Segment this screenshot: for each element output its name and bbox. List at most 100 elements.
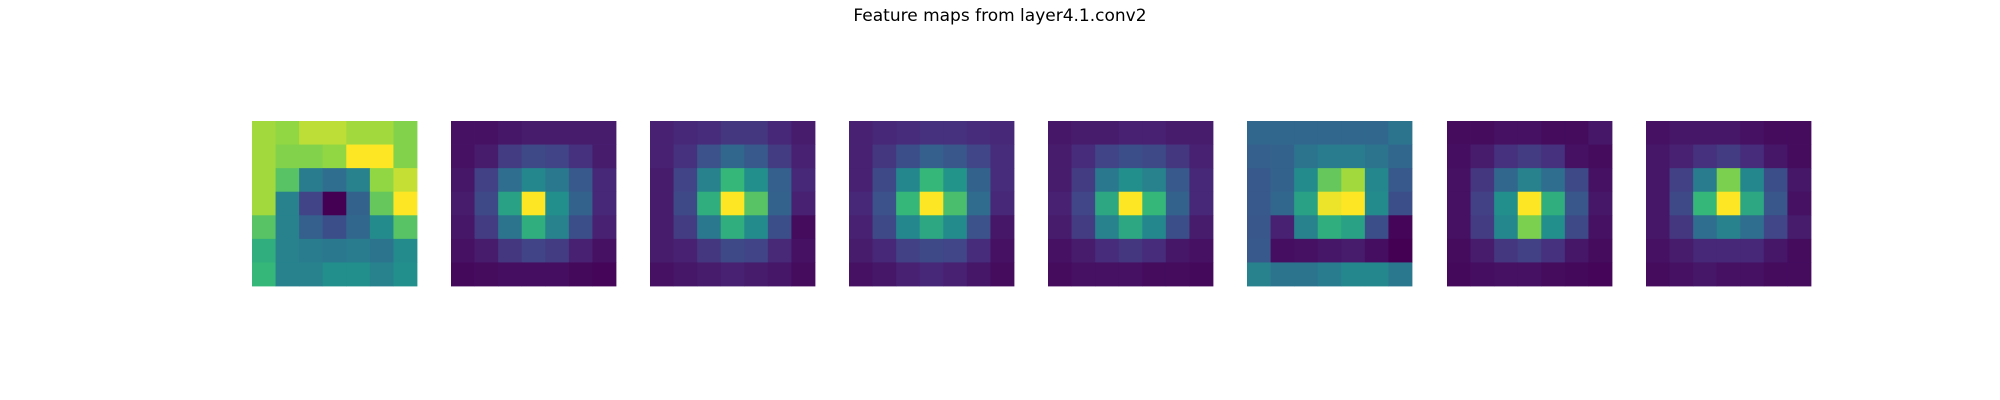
heatmap-cell	[650, 215, 674, 240]
heatmap-cell	[966, 215, 991, 240]
heatmap-cell	[1787, 238, 1812, 263]
heatmap-cell	[919, 215, 944, 240]
heatmap-cell	[1071, 215, 1096, 240]
heatmap-cell	[299, 262, 324, 287]
heatmap-cell	[849, 168, 873, 193]
heatmap-cell	[791, 215, 816, 240]
heatmap-cell	[1364, 215, 1389, 240]
heatmap-cell	[474, 144, 499, 169]
heatmap-cell	[744, 215, 769, 240]
heatmap-cell	[1317, 262, 1342, 287]
heatmap-cell	[498, 238, 523, 263]
heatmap-cell	[1541, 144, 1566, 169]
heatmap-cell	[697, 238, 722, 263]
heatmap-cell	[1447, 144, 1471, 169]
heatmap-cell	[990, 144, 1015, 169]
heatmap-cell	[791, 121, 816, 145]
heatmap-cell	[872, 144, 897, 169]
heatmap-cell	[346, 215, 371, 240]
heatmap-cell	[1364, 262, 1389, 287]
heatmap-cell	[966, 238, 991, 263]
heatmap-cell	[1669, 168, 1694, 193]
heatmap-cell	[545, 191, 570, 216]
heatmap-cell	[744, 144, 769, 169]
heatmap-cell	[966, 262, 991, 287]
heatmap-cell	[1142, 262, 1167, 287]
heatmap-cell	[720, 238, 745, 263]
heatmap-cell	[1118, 262, 1143, 287]
heatmap-cell	[498, 121, 523, 145]
heatmap-cell	[1447, 191, 1471, 216]
heatmap-cell	[1095, 215, 1120, 240]
heatmap-cell	[896, 262, 921, 287]
heatmap-cell	[1388, 238, 1413, 263]
heatmap-cell	[896, 144, 921, 169]
heatmap-cell	[1165, 215, 1190, 240]
heatmap-cell	[1494, 262, 1519, 287]
heatmap-cell	[451, 215, 475, 240]
heatmap-cell	[966, 121, 991, 145]
heatmap-cell	[592, 168, 617, 193]
heatmap-cell	[1165, 238, 1190, 263]
heatmap-cell	[919, 168, 944, 193]
heatmap-cell	[498, 262, 523, 287]
heatmap-cell	[474, 215, 499, 240]
heatmap-cell	[990, 238, 1015, 263]
heatmap-cell	[1142, 144, 1167, 169]
heatmap-cell	[346, 144, 371, 169]
heatmap-cell	[451, 238, 475, 263]
heatmap-cell	[966, 168, 991, 193]
heatmap-cell	[1740, 262, 1765, 287]
heatmap-cell	[1693, 121, 1718, 145]
heatmap-cell	[545, 238, 570, 263]
heatmap-cell	[1071, 191, 1096, 216]
heatmap-cell	[451, 144, 475, 169]
heatmap-cell	[849, 215, 873, 240]
heatmap-cell	[346, 168, 371, 193]
heatmap-cell	[1247, 262, 1271, 287]
heatmap-cell	[1048, 144, 1072, 169]
heatmap-cell	[650, 144, 674, 169]
heatmap-cell	[720, 168, 745, 193]
heatmap-cell	[697, 215, 722, 240]
heatmap-cell	[1693, 168, 1718, 193]
heatmap-cell	[1364, 191, 1389, 216]
heatmap-cell	[1341, 262, 1366, 287]
heatmap-cell	[275, 262, 300, 287]
heatmap-cell	[1646, 121, 1670, 145]
heatmap-cell	[1588, 191, 1613, 216]
heatmap-cell	[393, 215, 418, 240]
heatmap-cell	[1388, 144, 1413, 169]
heatmap-cell	[369, 262, 394, 287]
heatmap-cell	[1095, 168, 1120, 193]
heatmap-cell	[1787, 191, 1812, 216]
heatmap-cell	[275, 144, 300, 169]
heatmap-cell	[1541, 238, 1566, 263]
heatmap-cell	[1693, 144, 1718, 169]
heatmap-cell	[1588, 144, 1613, 169]
heatmap-cell	[1470, 168, 1495, 193]
heatmap-cell	[872, 238, 897, 263]
heatmap-cell	[299, 144, 324, 169]
heatmap-cell	[1317, 215, 1342, 240]
heatmap-cell	[767, 144, 792, 169]
heatmap-cell	[673, 168, 698, 193]
heatmap-cell	[1118, 191, 1143, 216]
heatmap-cell	[673, 262, 698, 287]
heatmap-cell	[1165, 121, 1190, 145]
heatmap-cell	[521, 144, 546, 169]
heatmap-cell	[1341, 191, 1366, 216]
heatmap-cell	[1740, 191, 1765, 216]
heatmap-cell	[1294, 168, 1319, 193]
heatmap-cell	[369, 121, 394, 145]
heatmap-cell	[299, 168, 324, 193]
heatmap-cell	[1118, 215, 1143, 240]
heatmap-cell	[650, 168, 674, 193]
heatmap-cell	[299, 121, 324, 145]
heatmap-cell	[275, 238, 300, 263]
heatmap-cell	[767, 121, 792, 145]
heatmap-cell	[943, 191, 968, 216]
heatmap-cell	[1142, 238, 1167, 263]
heatmap-cell	[1071, 168, 1096, 193]
heatmap-cell	[673, 238, 698, 263]
